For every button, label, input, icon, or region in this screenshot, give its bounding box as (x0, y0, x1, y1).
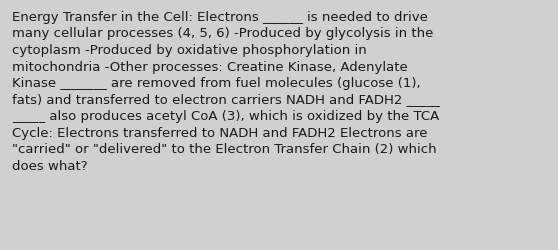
Text: Energy Transfer in the Cell: Electrons ______ is needed to drive
many cellular p: Energy Transfer in the Cell: Electrons _… (12, 11, 440, 172)
